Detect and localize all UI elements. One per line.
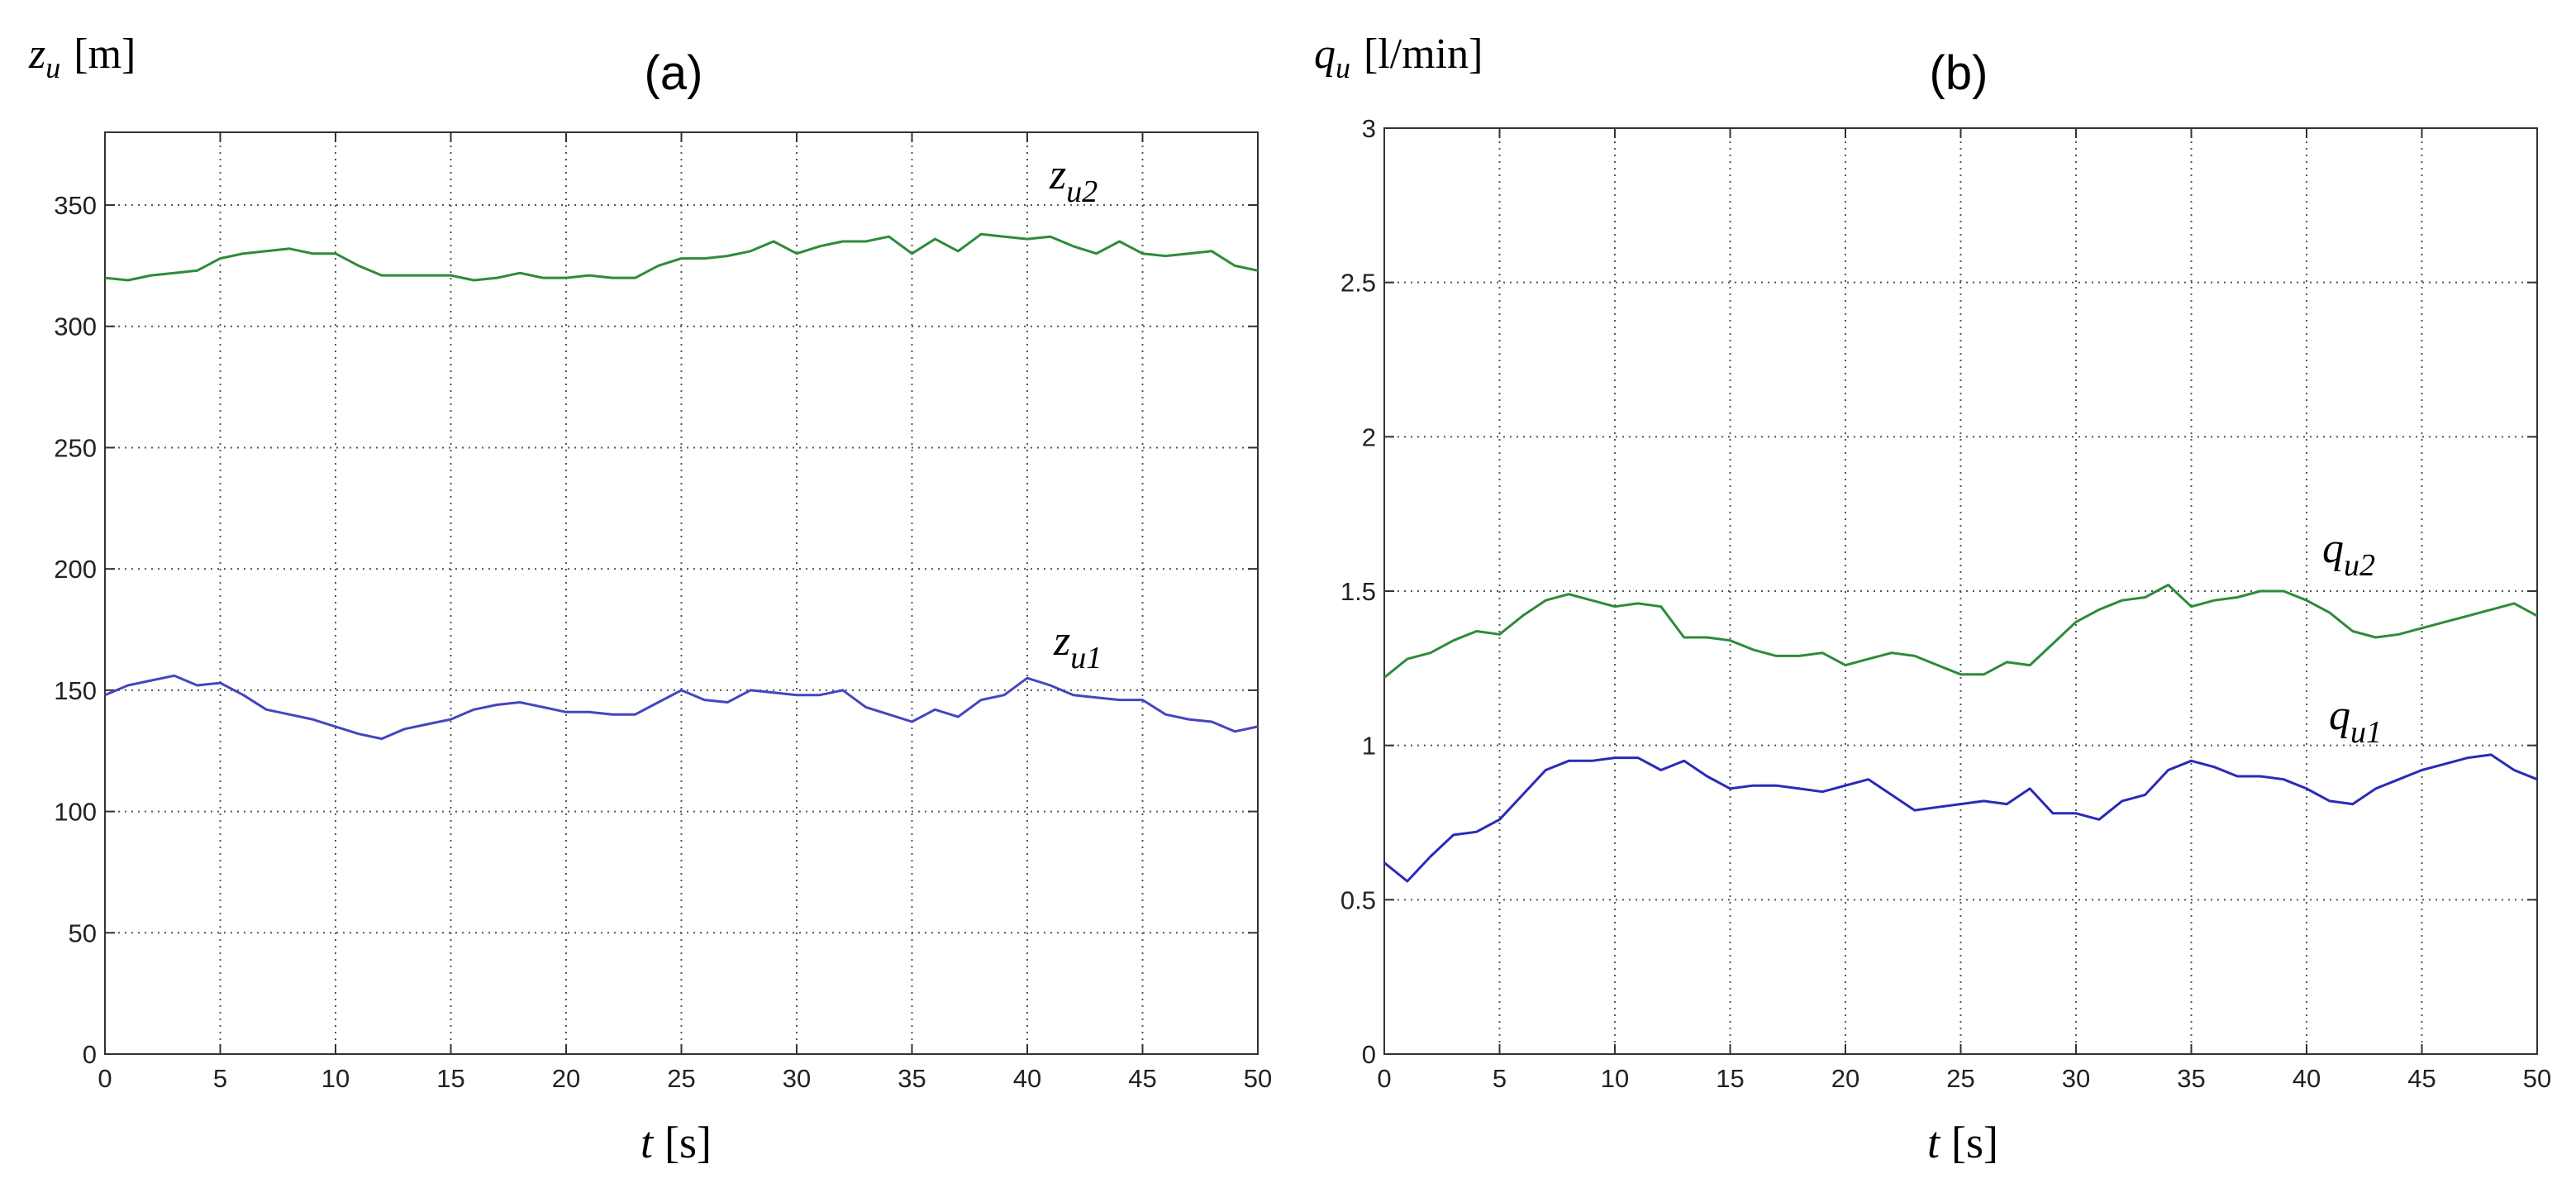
x-tick-label: 20: [1831, 1064, 1859, 1093]
x-tick-label: 40: [2293, 1064, 2321, 1093]
series-label-symbol: q: [2322, 525, 2344, 572]
y-tick-label: 3: [1362, 114, 1376, 143]
x-tick-label: 40: [1013, 1064, 1041, 1093]
x-tick-label: 5: [1493, 1064, 1507, 1093]
y-tick-label: 300: [54, 313, 97, 341]
x-axis-label: t [s]: [640, 1118, 712, 1167]
y-tick-label: 0.5: [1340, 885, 1376, 914]
x-tick-label: 35: [2177, 1064, 2205, 1093]
x-axis-symbol: t: [1927, 1118, 1941, 1167]
y-tick-label: 200: [54, 555, 97, 584]
y-axis-subscript: u: [1336, 51, 1350, 84]
x-tick-label: 5: [213, 1064, 227, 1093]
series-label-q-u2: qu2: [2322, 525, 2375, 583]
x-tick-label: 20: [552, 1064, 580, 1093]
panel-label: (a): [645, 46, 703, 100]
series-line-z-u1: [104, 674, 1259, 741]
y-tick-label: 2.5: [1340, 269, 1376, 298]
y-axis-subscript: u: [45, 51, 60, 84]
x-tick-label: 10: [1601, 1064, 1629, 1093]
y-tick-label: 1.5: [1340, 577, 1376, 606]
y-tick-label: 150: [54, 676, 97, 705]
y-tick-label: 250: [54, 433, 97, 462]
x-tick-label: 25: [667, 1064, 695, 1093]
y-axis-label: qu [l/min]: [1314, 31, 1483, 84]
series-label-subscript: u1: [1070, 641, 1102, 675]
x-tick-label: 30: [2062, 1064, 2090, 1093]
series-label-z-u2: zu2: [1049, 151, 1098, 209]
series-line-q-u1: [1383, 753, 2538, 883]
x-tick-label: 0: [98, 1064, 112, 1093]
x-tick-label: 10: [321, 1064, 350, 1093]
y-tick-label: 0: [1362, 1040, 1376, 1069]
series-line-z-u2: [104, 232, 1259, 282]
series-label-subscript: u1: [2350, 715, 2382, 750]
x-tick-label: 30: [783, 1064, 811, 1093]
y-axis-symbol: q: [1314, 31, 1336, 78]
y-axis-symbol: z: [28, 31, 45, 78]
panel-label: (b): [1930, 46, 1988, 100]
x-tick-label: 50: [1244, 1064, 1272, 1093]
series-label-symbol: z: [1053, 618, 1070, 665]
series-label-symbol: q: [2329, 692, 2350, 739]
x-tick-label: 45: [1128, 1064, 1156, 1093]
series-label-subscript: u2: [2344, 548, 2375, 583]
y-axis-unit: [l/min]: [1364, 31, 1483, 78]
y-tick-label: 100: [54, 798, 97, 827]
series-label-q-u1: qu1: [2329, 692, 2382, 750]
y-tick-label: 0: [83, 1040, 97, 1069]
x-tick-label: 45: [2407, 1064, 2436, 1093]
series-label-subscript: u2: [1066, 174, 1098, 209]
y-axis-unit: [m]: [74, 31, 136, 78]
chart-panel-a: 0 5 10 15 20 25 30 35 40 45 50 0 50 100 150 200 250 300 35…: [28, 31, 1272, 1167]
series-label-symbol: z: [1049, 151, 1066, 198]
x-axis-unit: [s]: [1951, 1118, 1998, 1167]
x-tick-label: 50: [2523, 1064, 2551, 1093]
x-tick-label: 15: [436, 1064, 464, 1093]
plot-area: [105, 132, 1258, 1054]
x-tick-label: 0: [1377, 1064, 1391, 1093]
x-axis-unit: [s]: [664, 1118, 712, 1167]
y-tick-label: 350: [54, 191, 97, 220]
chart-panel-b: 0 5 10 15 20 25 30 35 40 45 5000.511.522.53qu2qu1(…: [1314, 31, 2551, 1167]
x-tick-label: 35: [898, 1064, 926, 1093]
series-label-z-u1: zu1: [1053, 618, 1102, 675]
y-axis-label: zu [m]: [28, 31, 136, 84]
x-axis-label: t [s]: [1927, 1118, 1998, 1167]
y-tick-label: 1: [1362, 732, 1376, 761]
y-tick-label: 2: [1362, 422, 1376, 451]
x-tick-label: 25: [1946, 1064, 1974, 1093]
y-tick-label: 50: [69, 918, 97, 947]
series-line-q-u2: [1383, 584, 2538, 679]
x-axis-symbol: t: [640, 1118, 655, 1167]
x-tick-label: 15: [1716, 1064, 1744, 1093]
